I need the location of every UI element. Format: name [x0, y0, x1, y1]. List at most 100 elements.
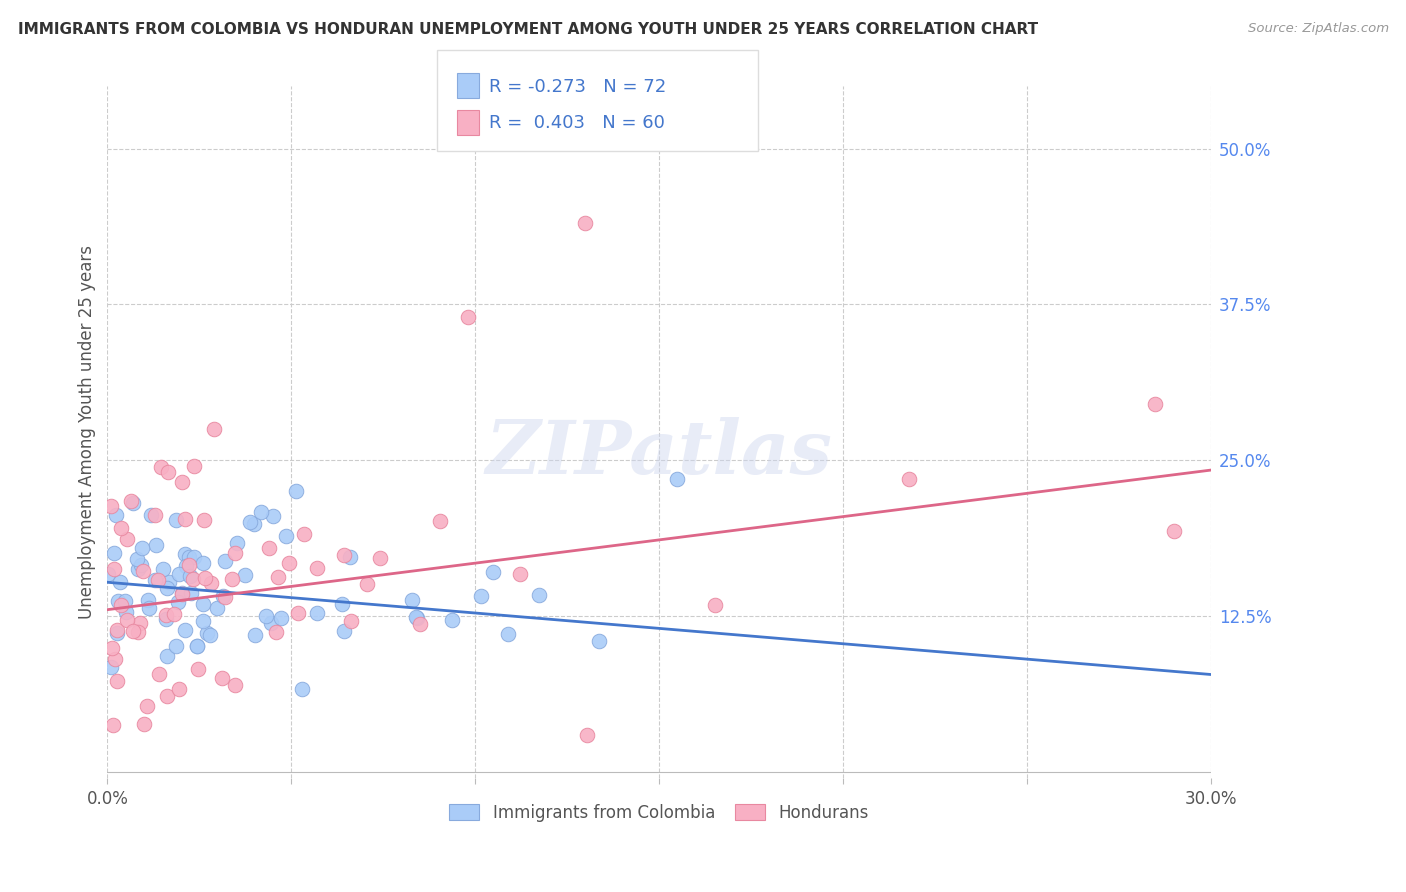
Point — [898, 472, 921, 486]
Point — [143, 573, 166, 587]
Point — [191, 557, 214, 571]
Point — [270, 611, 292, 625]
Point — [100, 659, 122, 673]
Point — [143, 508, 166, 523]
Point — [114, 605, 136, 619]
Text: R =  0.403   N = 60: R = 0.403 N = 60 — [489, 114, 665, 132]
Point — [574, 216, 596, 230]
Point — [103, 562, 125, 576]
Point — [470, 590, 492, 604]
Point — [267, 569, 290, 583]
Point — [457, 310, 479, 324]
Point — [155, 612, 177, 626]
Point — [186, 663, 208, 677]
Point — [156, 465, 179, 479]
Point — [193, 513, 215, 527]
Point — [145, 538, 167, 552]
Point — [105, 508, 128, 522]
Point — [104, 652, 127, 666]
Point — [588, 634, 610, 648]
Point — [173, 547, 195, 561]
Point — [576, 728, 599, 742]
Point — [291, 681, 314, 696]
Point — [173, 512, 195, 526]
Point — [409, 616, 432, 631]
Point — [174, 623, 197, 637]
Point — [339, 549, 361, 564]
Point — [103, 546, 125, 560]
Point — [181, 572, 204, 586]
Point — [100, 499, 122, 513]
Point — [254, 608, 277, 623]
Point — [114, 594, 136, 608]
Y-axis label: Unemployment Among Youth under 25 years: Unemployment Among Youth under 25 years — [79, 245, 96, 619]
Point — [179, 568, 201, 582]
Point — [198, 627, 221, 641]
Point — [155, 608, 177, 623]
Point — [221, 572, 243, 586]
Point — [666, 472, 689, 486]
Point — [149, 460, 172, 475]
Point — [496, 627, 519, 641]
Point — [105, 623, 128, 637]
Point — [194, 571, 217, 585]
Point — [191, 614, 214, 628]
Point — [156, 689, 179, 703]
Point — [129, 615, 152, 630]
Point — [136, 592, 159, 607]
Point — [134, 717, 156, 731]
Point — [242, 516, 264, 531]
Point — [239, 515, 262, 529]
Point — [186, 639, 208, 653]
Point — [132, 564, 155, 578]
Point — [330, 598, 353, 612]
Point — [110, 598, 132, 612]
Point — [274, 529, 297, 543]
Point — [156, 648, 179, 663]
Point — [305, 561, 328, 575]
Point — [172, 587, 194, 601]
Point — [122, 496, 145, 510]
Point — [183, 459, 205, 474]
Point — [333, 549, 356, 563]
Point — [105, 625, 128, 640]
Point — [527, 588, 550, 602]
Point — [170, 475, 193, 489]
Point — [129, 558, 152, 573]
Point — [333, 624, 356, 639]
Point — [101, 640, 124, 655]
Point — [162, 607, 184, 621]
Point — [264, 624, 287, 639]
Point — [115, 533, 138, 547]
Point — [482, 565, 505, 579]
Point — [105, 673, 128, 688]
Point — [157, 575, 180, 590]
Point — [249, 505, 271, 519]
Point — [120, 493, 142, 508]
Point — [405, 610, 427, 624]
Point — [177, 550, 200, 565]
Point — [108, 575, 131, 590]
Point — [156, 581, 179, 595]
Point — [704, 598, 727, 612]
Point — [305, 606, 328, 620]
Point — [205, 600, 228, 615]
Point — [260, 615, 283, 630]
Point — [224, 678, 246, 692]
Point — [212, 589, 235, 603]
Point — [186, 640, 208, 654]
Point — [245, 628, 267, 642]
Point — [277, 557, 299, 571]
Point — [368, 551, 391, 566]
Point — [214, 591, 236, 605]
Point — [170, 586, 193, 600]
Point — [107, 593, 129, 607]
Point — [135, 699, 157, 714]
Point — [200, 576, 222, 591]
Point — [101, 718, 124, 732]
Point — [292, 527, 315, 541]
Point — [179, 558, 201, 572]
Point — [165, 640, 187, 654]
Point — [167, 567, 190, 582]
Point — [1144, 397, 1167, 411]
